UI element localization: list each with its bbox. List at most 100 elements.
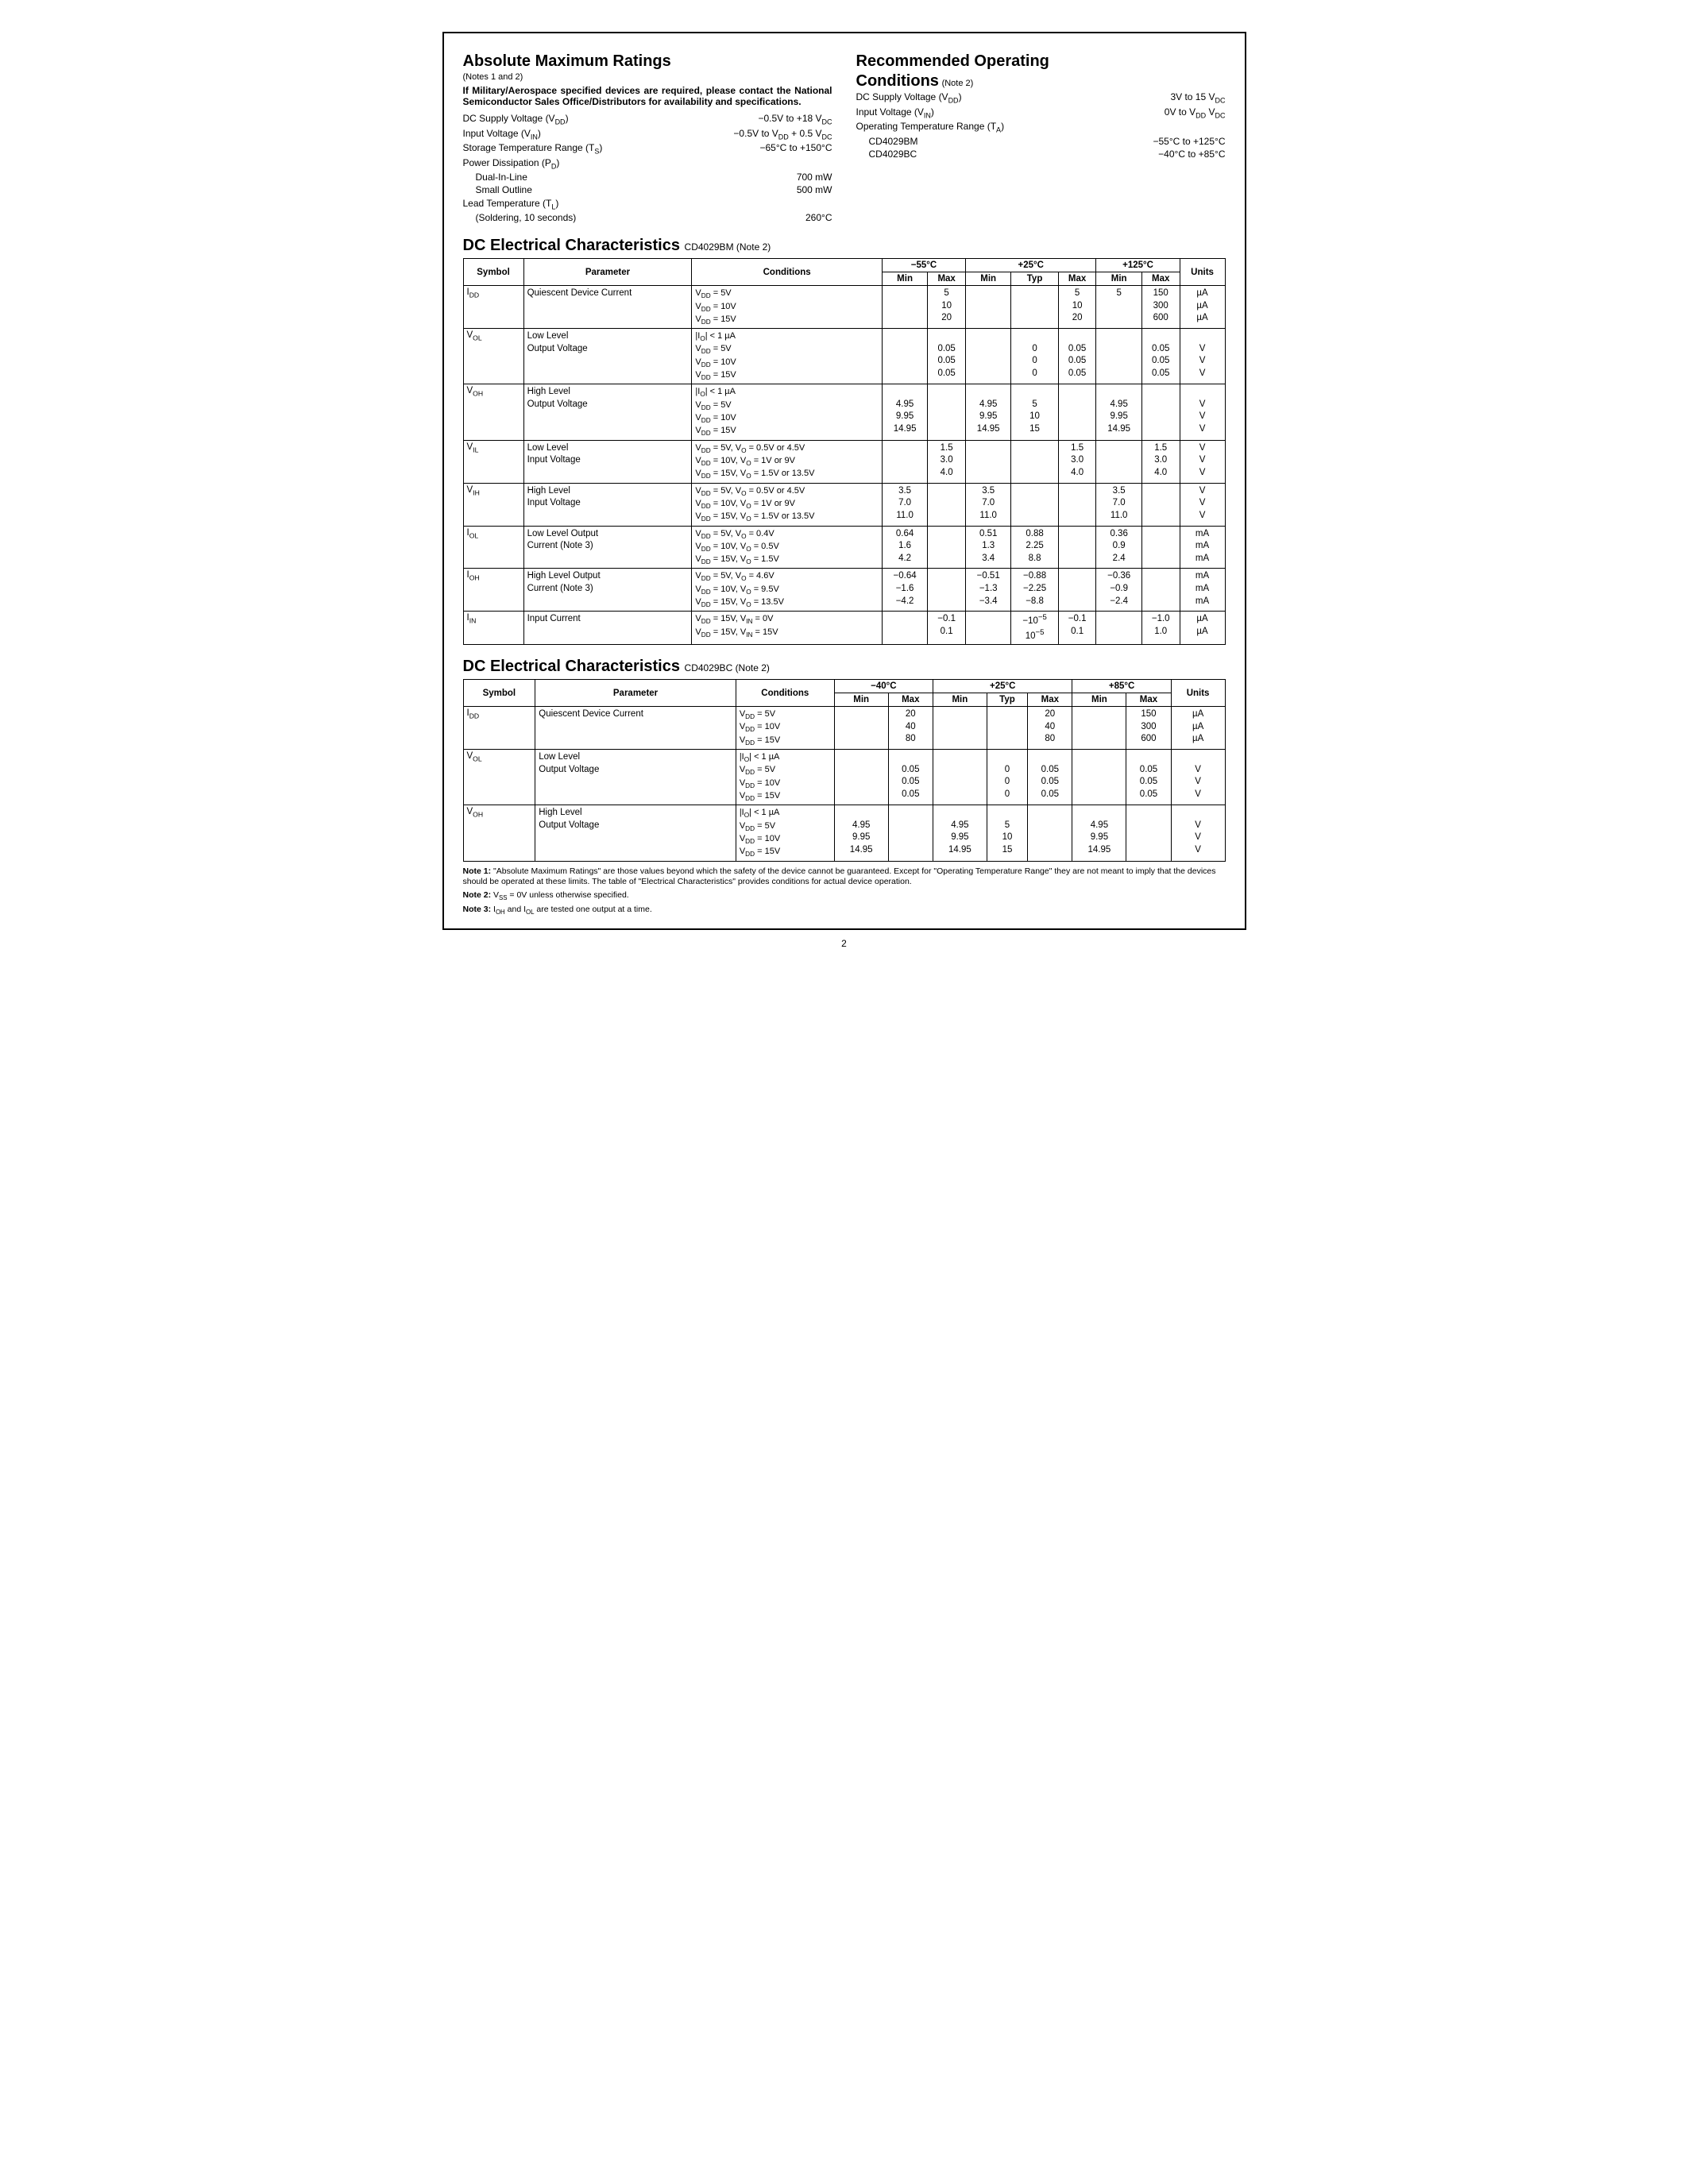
value-cell (928, 483, 966, 526)
spec-label: Small Outline (463, 183, 697, 196)
table1-suffix: CD4029BM (Note 2) (685, 241, 771, 253)
spec-value: 3V to 15 VDC (1091, 91, 1226, 106)
param-cell: Low LevelInput Voltage (523, 440, 692, 483)
value-cell (882, 440, 927, 483)
spec-row: CD4029BM−55°C to +125°C (856, 135, 1226, 148)
value-cell: 5 (1096, 286, 1141, 329)
value-cell: 1.53.04.0 (1141, 440, 1180, 483)
table-row: VOLLow LevelOutput Voltage|IO| < 1 µAVDD… (463, 750, 1225, 805)
spec-row: Storage Temperature Range (TS)−65°C to +… (463, 141, 832, 156)
value-cell (1058, 526, 1096, 569)
value-cell (1011, 483, 1058, 526)
footnote: Note 3: IOH and IOL are tested one outpu… (463, 905, 1226, 916)
unit-cell: VVV (1180, 440, 1225, 483)
spec-label: DC Supply Voltage (VDD) (856, 91, 1091, 106)
cond-cell: |IO| < 1 µAVDD = 5VVDD = 10VVDD = 15V (692, 329, 883, 384)
value-cell (1072, 750, 1126, 805)
cond-cell: |IO| < 1 µAVDD = 5VVDD = 10VVDD = 15V (736, 750, 834, 805)
value-cell (1058, 483, 1096, 526)
value-cell (987, 707, 1027, 750)
value-cell (1141, 526, 1180, 569)
spec-value (697, 197, 832, 212)
value-cell: 0.050.050.05 (1028, 750, 1072, 805)
param-cell: Quiescent Device Current (523, 286, 692, 329)
unit-cell: µAµAµA (1180, 286, 1225, 329)
spec-value: 700 mW (697, 171, 832, 183)
cond-cell: VDD = 5V, VO = 0.4VVDD = 10V, VO = 0.5VV… (692, 526, 883, 569)
spec-value: −0.5V to +18 VDC (697, 112, 832, 127)
spec-value: −55°C to +125°C (1091, 135, 1226, 148)
value-cell: −10−510−5 (1011, 612, 1058, 645)
value-cell: 150300600 (1141, 286, 1180, 329)
param-cell: Quiescent Device Current (535, 707, 736, 750)
spec-label: Operating Temperature Range (TA) (856, 120, 1091, 135)
table-row: IDDQuiescent Device CurrentVDD = 5VVDD =… (463, 286, 1225, 329)
value-cell (1096, 612, 1141, 645)
value-cell: 51020 (1058, 286, 1096, 329)
value-cell: −1.01.0 (1141, 612, 1180, 645)
unit-cell: VVV (1180, 384, 1225, 440)
table-row: VOHHigh LevelOutput Voltage|IO| < 1 µAVD… (463, 805, 1225, 861)
value-cell: 1.53.04.0 (928, 440, 966, 483)
unit-cell: VVV (1180, 483, 1225, 526)
spec-value: −0.5V to VDD + 0.5 VDC (697, 127, 832, 142)
value-cell: 3.57.011.0 (882, 483, 927, 526)
value-cell: 0.882.258.8 (1011, 526, 1058, 569)
value-cell: 204080 (1028, 707, 1072, 750)
spec-value: −40°C to +85°C (1091, 148, 1226, 160)
page-number: 2 (24, 938, 1664, 949)
value-cell: 150300600 (1126, 707, 1171, 750)
param-cell: Input Current (523, 612, 692, 645)
value-cell (1058, 384, 1096, 440)
spec-label: DC Supply Voltage (VDD) (463, 112, 697, 127)
cond-cell: VDD = 5VVDD = 10VVDD = 15V (692, 286, 883, 329)
value-cell: 000 (1011, 329, 1058, 384)
spec-value (1091, 120, 1226, 135)
value-cell: 0.050.050.05 (888, 750, 933, 805)
value-cell (888, 805, 933, 861)
value-cell: −0.10.1 (1058, 612, 1096, 645)
table-row: IINInput CurrentVDD = 15V, VIN = 0VVDD =… (463, 612, 1225, 645)
table2-suffix: CD4029BC (Note 2) (685, 662, 770, 673)
param-cell: High LevelOutput Voltage (523, 384, 692, 440)
unit-cell: mAmAmA (1180, 526, 1225, 569)
spec-value (697, 156, 832, 172)
symbol-cell: IDD (463, 286, 523, 329)
symbol-cell: VOL (463, 750, 535, 805)
spec-row: Input Voltage (VIN)0V to VDD VDC (856, 106, 1226, 121)
value-cell (1028, 805, 1072, 861)
value-cell (928, 384, 966, 440)
spec-label: (Soldering, 10 seconds) (463, 211, 697, 224)
value-cell: −0.10.1 (928, 612, 966, 645)
value-cell: 0.050.050.05 (1141, 329, 1180, 384)
table-row: IOLLow Level OutputCurrent (Note 3)VDD =… (463, 526, 1225, 569)
spec-label: Input Voltage (VIN) (856, 106, 1091, 121)
spec-label: CD4029BM (856, 135, 1091, 148)
recommended-rows: DC Supply Voltage (VDD)3V to 15 VDCInput… (856, 91, 1226, 160)
spec-row: Dual-In-Line700 mW (463, 171, 832, 183)
symbol-cell: VOL (463, 329, 523, 384)
value-cell (1011, 286, 1058, 329)
spec-row: DC Supply Voltage (VDD)3V to 15 VDC (856, 91, 1226, 106)
dc-table-bc: SymbolParameterConditions−40°C+25°C+85°C… (463, 679, 1226, 861)
spec-label: CD4029BC (856, 148, 1091, 160)
value-cell: 0.050.050.05 (1126, 750, 1171, 805)
value-cell (966, 440, 1011, 483)
symbol-cell: IOL (463, 526, 523, 569)
value-cell: 51020 (928, 286, 966, 329)
cond-cell: VDD = 5VVDD = 10VVDD = 15V (736, 707, 834, 750)
spec-label: Power Dissipation (PD) (463, 156, 697, 172)
value-cell (933, 707, 987, 750)
value-cell (1096, 329, 1141, 384)
recommended-col: Recommended Operating Conditions (Note 2… (856, 52, 1226, 224)
abs-max-rows: DC Supply Voltage (VDD)−0.5V to +18 VDCI… (463, 112, 832, 224)
value-cell (1141, 384, 1180, 440)
param-cell: High LevelInput Voltage (523, 483, 692, 526)
footnote: Note 1: "Absolute Maximum Ratings" are t… (463, 866, 1226, 888)
spec-label: Input Voltage (VIN) (463, 127, 697, 142)
footnotes: Note 1: "Absolute Maximum Ratings" are t… (463, 866, 1226, 917)
value-cell: 3.57.011.0 (966, 483, 1011, 526)
table-row: VOHHigh LevelOutput Voltage|IO| < 1 µAVD… (463, 384, 1225, 440)
value-cell (882, 286, 927, 329)
table-row: IOHHigh Level OutputCurrent (Note 3)VDD … (463, 569, 1225, 612)
